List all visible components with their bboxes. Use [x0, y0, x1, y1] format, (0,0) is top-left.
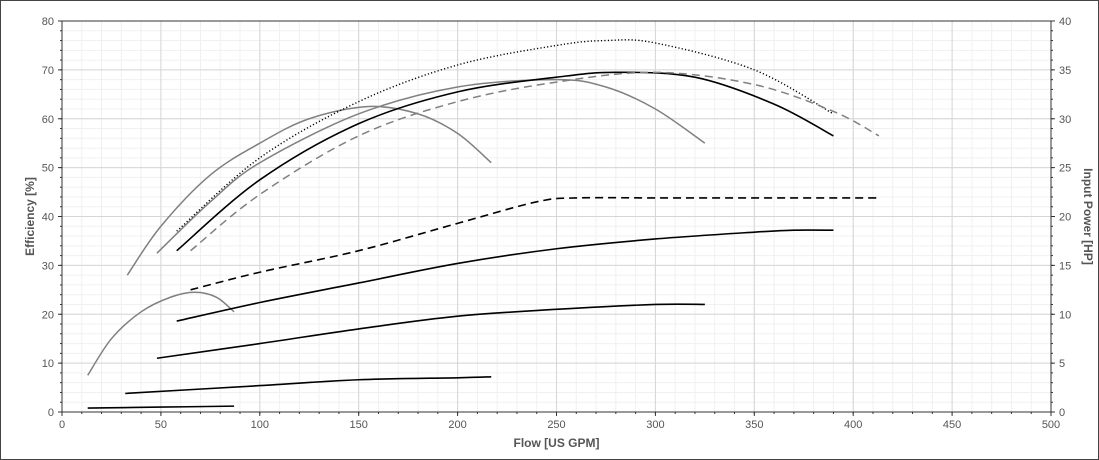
y-left-tick-label: 0: [48, 407, 54, 419]
x-tick-label: 400: [844, 419, 862, 431]
x-axis-title: Flow [US GPM]: [514, 436, 600, 450]
x-tick-label: 250: [547, 419, 565, 431]
y-right-tick-label: 40: [1059, 16, 1071, 28]
y-right-tick-label: 35: [1059, 65, 1071, 77]
y-right-tick-label: 20: [1059, 212, 1071, 224]
y-left-tick-label: 30: [42, 260, 54, 272]
x-tick-label: 50: [155, 419, 167, 431]
y-right-tick-label: 15: [1059, 260, 1071, 272]
y-left-tick-label: 70: [42, 65, 54, 77]
x-tick-label: 450: [943, 419, 961, 431]
x-tick-label: 500: [1042, 419, 1060, 431]
power-curve-8: [156, 303, 705, 360]
x-tick-label: 350: [745, 419, 763, 431]
y-right-tick-label: 30: [1059, 114, 1071, 126]
efficiency-curve-1: [126, 105, 492, 276]
y-right-tick-label: 10: [1059, 309, 1071, 321]
x-tick-label: 150: [350, 419, 368, 431]
efficiency-curve-2: [156, 78, 706, 254]
efficiency-curve-0: [87, 291, 235, 376]
x-tick-label: 0: [59, 419, 65, 431]
y-axis-left-ticks: 0 10 20 30 40 50 60 70 80: [42, 16, 62, 419]
y-left-tick-label: 40: [42, 212, 54, 224]
x-tick-label: 100: [251, 419, 269, 431]
y-left-tick-label: 10: [42, 358, 54, 370]
y-axis-left-title: Efficiency [%]: [23, 177, 37, 256]
x-tick-label: 300: [646, 419, 664, 431]
y-left-tick-label: 20: [42, 309, 54, 321]
x-axis-ticks: 0 50 100 150 200 250 300 350 400 450 500: [59, 412, 1060, 431]
y-right-tick-label: 0: [1059, 407, 1065, 419]
power-curve-10: [190, 196, 879, 291]
y-axis-right-ticks: 0 5 10 15 20 25 30 35 40: [1051, 16, 1071, 419]
y-right-tick-label: 25: [1059, 163, 1071, 175]
power-curve-6: [87, 405, 235, 409]
power-curve-7: [125, 376, 492, 395]
efficiency-curve-5: [190, 71, 880, 252]
y-left-tick-label: 60: [42, 114, 54, 126]
y-axis-right-title: Input Power [HP]: [1081, 168, 1095, 265]
y-left-tick-label: 50: [42, 163, 54, 175]
y-left-tick-label: 80: [42, 16, 54, 28]
y-right-tick-label: 5: [1059, 358, 1065, 370]
power-curve-9: [176, 229, 834, 322]
x-tick-label: 200: [448, 419, 466, 431]
series-layer: [87, 39, 880, 409]
efficiency-curve-4: [176, 39, 834, 232]
efficiency-curve-3: [176, 71, 834, 252]
